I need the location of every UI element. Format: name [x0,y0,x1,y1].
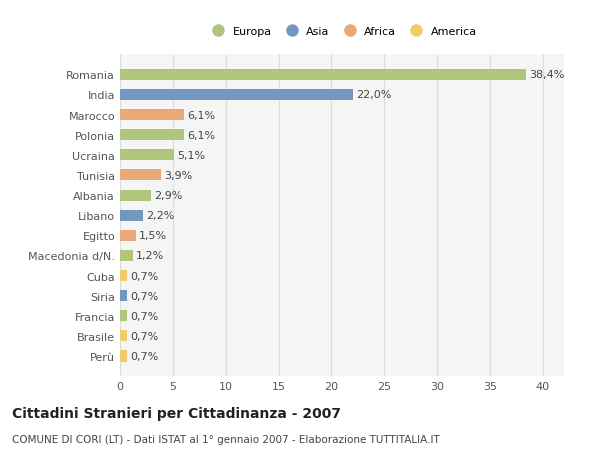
Bar [120,351,127,362]
Text: 38,4%: 38,4% [529,70,565,80]
Legend: Europa, Asia, Africa, America: Europa, Asia, Africa, America [203,22,481,41]
Bar [120,311,127,322]
Text: 0,7%: 0,7% [131,331,159,341]
Bar [120,170,161,181]
Bar [120,210,143,221]
Text: 1,2%: 1,2% [136,251,164,261]
Text: 0,7%: 0,7% [131,311,159,321]
Text: COMUNE DI CORI (LT) - Dati ISTAT al 1° gennaio 2007 - Elaborazione TUTTITALIA.IT: COMUNE DI CORI (LT) - Dati ISTAT al 1° g… [12,434,440,444]
Text: 0,7%: 0,7% [131,291,159,301]
Text: 6,1%: 6,1% [188,130,216,140]
Bar [120,90,353,101]
Bar [120,270,127,281]
Bar [120,150,174,161]
Text: Cittadini Stranieri per Cittadinanza - 2007: Cittadini Stranieri per Cittadinanza - 2… [12,406,341,420]
Bar [120,70,526,81]
Text: 2,2%: 2,2% [146,211,175,221]
Bar [120,291,127,302]
Bar [120,130,184,141]
Text: 22,0%: 22,0% [356,90,391,100]
Text: 6,1%: 6,1% [188,110,216,120]
Bar [120,330,127,341]
Text: 0,7%: 0,7% [131,351,159,361]
Bar [120,230,136,241]
Text: 3,9%: 3,9% [164,171,193,180]
Text: 1,5%: 1,5% [139,231,167,241]
Text: 0,7%: 0,7% [131,271,159,281]
Bar [120,250,133,262]
Bar [120,190,151,201]
Text: 5,1%: 5,1% [177,151,205,161]
Text: 2,9%: 2,9% [154,190,182,201]
Bar [120,110,184,121]
